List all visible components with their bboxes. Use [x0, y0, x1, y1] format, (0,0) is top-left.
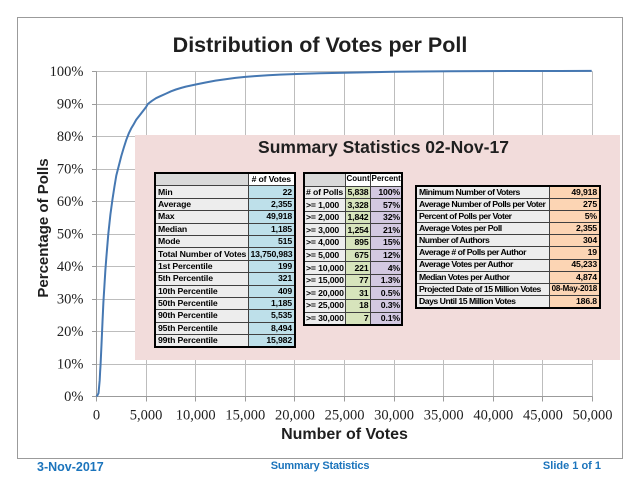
svg-text:10,000: 10,000 — [176, 408, 216, 424]
svg-text:0%: 0% — [64, 389, 83, 405]
svg-text:35,000: 35,000 — [424, 408, 464, 424]
svg-text:0: 0 — [93, 408, 100, 424]
svg-text:50%: 50% — [57, 226, 84, 242]
svg-text:25,000: 25,000 — [325, 408, 365, 424]
svg-text:30%: 30% — [57, 291, 84, 307]
svg-text:90%: 90% — [57, 96, 84, 112]
svg-text:5,000: 5,000 — [130, 408, 163, 424]
svg-text:45,000: 45,000 — [523, 408, 563, 424]
svg-text:60%: 60% — [57, 194, 84, 210]
svg-text:50,000: 50,000 — [573, 408, 613, 424]
svg-text:15,000: 15,000 — [225, 408, 265, 424]
svg-text:20,000: 20,000 — [275, 408, 315, 424]
svg-text:40%: 40% — [57, 259, 84, 275]
svg-text:30,000: 30,000 — [374, 408, 414, 424]
svg-text:10%: 10% — [57, 356, 84, 372]
svg-text:20%: 20% — [57, 324, 84, 340]
svg-text:80%: 80% — [57, 129, 84, 145]
svg-text:70%: 70% — [57, 161, 84, 177]
svg-text:100%: 100% — [50, 64, 84, 80]
svg-text:40,000: 40,000 — [473, 408, 513, 424]
